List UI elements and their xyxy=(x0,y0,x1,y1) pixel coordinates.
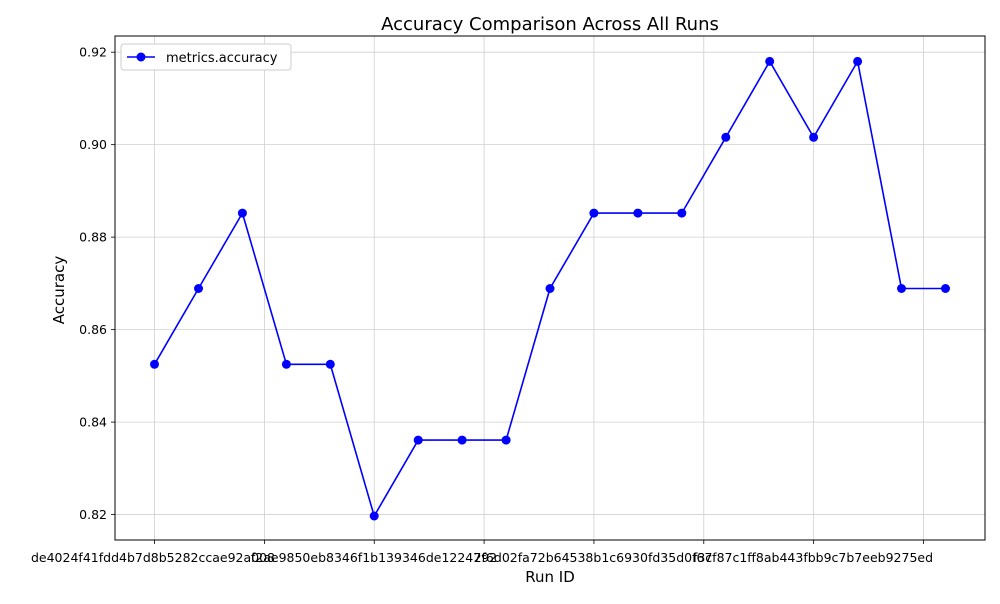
data-point xyxy=(633,208,643,218)
data-point xyxy=(941,284,950,293)
y-tick-label: 0.86 xyxy=(79,322,107,337)
x-tick-label: de4024f41fdd4b7d8b5282ccae92a008 xyxy=(31,550,275,565)
legend-label: metrics.accuracy xyxy=(166,51,278,66)
data-point xyxy=(545,284,555,293)
data-point xyxy=(325,359,335,369)
x-tick-label: f3cf87c1ff8ab443fbb9c7b7eeb9275ed xyxy=(693,550,933,565)
x-tick-label: 2f6d02fa72b64538b1c6930fd35d0f67 xyxy=(474,550,713,565)
data-point xyxy=(897,284,906,293)
y-tick-label: 0.90 xyxy=(79,137,107,152)
y-tick-label: 0.82 xyxy=(79,507,107,522)
data-point xyxy=(809,132,819,142)
data-point xyxy=(369,511,379,521)
data-point xyxy=(237,208,247,218)
data-point xyxy=(150,359,159,369)
data-point xyxy=(721,132,731,142)
x-axis-label: Run ID xyxy=(525,568,575,586)
y-tick-label: 0.92 xyxy=(79,45,107,60)
y-tick-label: 0.84 xyxy=(79,415,107,430)
x-tick-label: f2ae9850eb8346f1b139346de1224792 xyxy=(251,550,497,565)
chart-title: Accuracy Comparison Across All Runs xyxy=(381,14,719,35)
data-point xyxy=(589,208,599,218)
data-point xyxy=(413,435,423,445)
data-point xyxy=(281,359,291,369)
axis-ticks: 0.82 0.84 0.86 0.88 0.90 0.92 de4024f41fdd4b7d… xyxy=(31,45,933,565)
plot-frame xyxy=(114,35,986,541)
y-axis-label: Accuracy xyxy=(50,256,68,325)
y-tick-label: 0.88 xyxy=(79,230,107,245)
data-point xyxy=(457,435,467,445)
data-point xyxy=(677,208,687,218)
legend-marker-swatch xyxy=(136,52,146,62)
data-point xyxy=(501,435,511,445)
series-points xyxy=(150,56,950,521)
legend-box xyxy=(120,43,292,71)
data-point xyxy=(194,284,203,293)
data-point xyxy=(765,56,775,66)
gridlines xyxy=(115,36,985,540)
data-point xyxy=(853,56,863,66)
legend: metrics.accuracy xyxy=(120,43,292,71)
